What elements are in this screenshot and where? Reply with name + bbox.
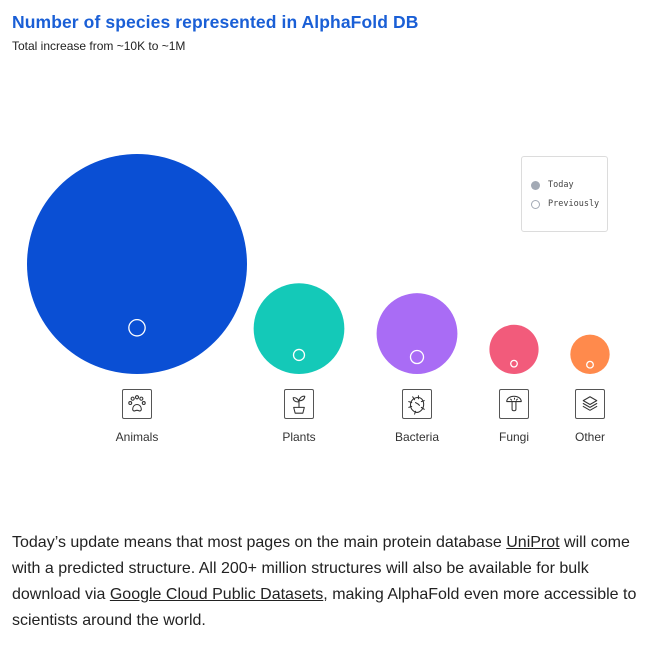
plant-icon [284, 389, 314, 419]
google-cloud-datasets-link[interactable]: Google Cloud Public Datasets [109, 586, 324, 603]
legend-swatch-today [531, 180, 540, 190]
layers-icon [575, 389, 605, 419]
mushroom-icon [499, 389, 529, 419]
chart-subtitle: Total increase from ~10K to ~1M [12, 39, 186, 53]
chart-title: Number of species represented in AlphaFo… [12, 12, 419, 32]
legend-label-today: Today [548, 180, 574, 190]
bubble-today-other [570, 334, 610, 374]
bubble-today-fungi [489, 324, 539, 374]
legend-swatch-previously [531, 199, 540, 209]
chart-legend: Today Previously [521, 156, 608, 232]
bubble-previously-animals [128, 318, 146, 337]
bubble-previously-fungi [510, 359, 518, 368]
body-paragraph: Today’s update means that most pages on … [12, 530, 657, 634]
legend-item-today: Today [531, 180, 574, 190]
uniprot-link[interactable]: UniProt [506, 534, 560, 551]
paw-icon [122, 389, 152, 419]
bubble-today-plants [253, 283, 345, 374]
category-label-plants: Plants [282, 430, 316, 444]
bubble-previously-plants [292, 348, 306, 362]
legend-item-previously: Previously [531, 199, 599, 209]
bubble-chart [27, 154, 610, 374]
bubble-today-animals [27, 154, 247, 374]
bubble-today-bacteria [376, 293, 458, 374]
category-label-bacteria: Bacteria [394, 430, 440, 444]
legend-label-previously: Previously [548, 199, 600, 209]
paragraph-text-2: will come with a predicted structure. Al… [12, 534, 630, 603]
category-label-animals: Animals [115, 430, 159, 444]
category-label-other: Other [574, 430, 606, 444]
bubble-previously-other [586, 360, 594, 369]
bubble-previously-bacteria [409, 349, 425, 365]
paragraph-text-1: Today’s update means that most pages on … [12, 534, 507, 551]
bacteria-icon [402, 389, 432, 419]
paragraph-text-3: , making AlphaFold even more accessible … [12, 586, 637, 629]
category-label-fungi: Fungi [498, 430, 530, 444]
